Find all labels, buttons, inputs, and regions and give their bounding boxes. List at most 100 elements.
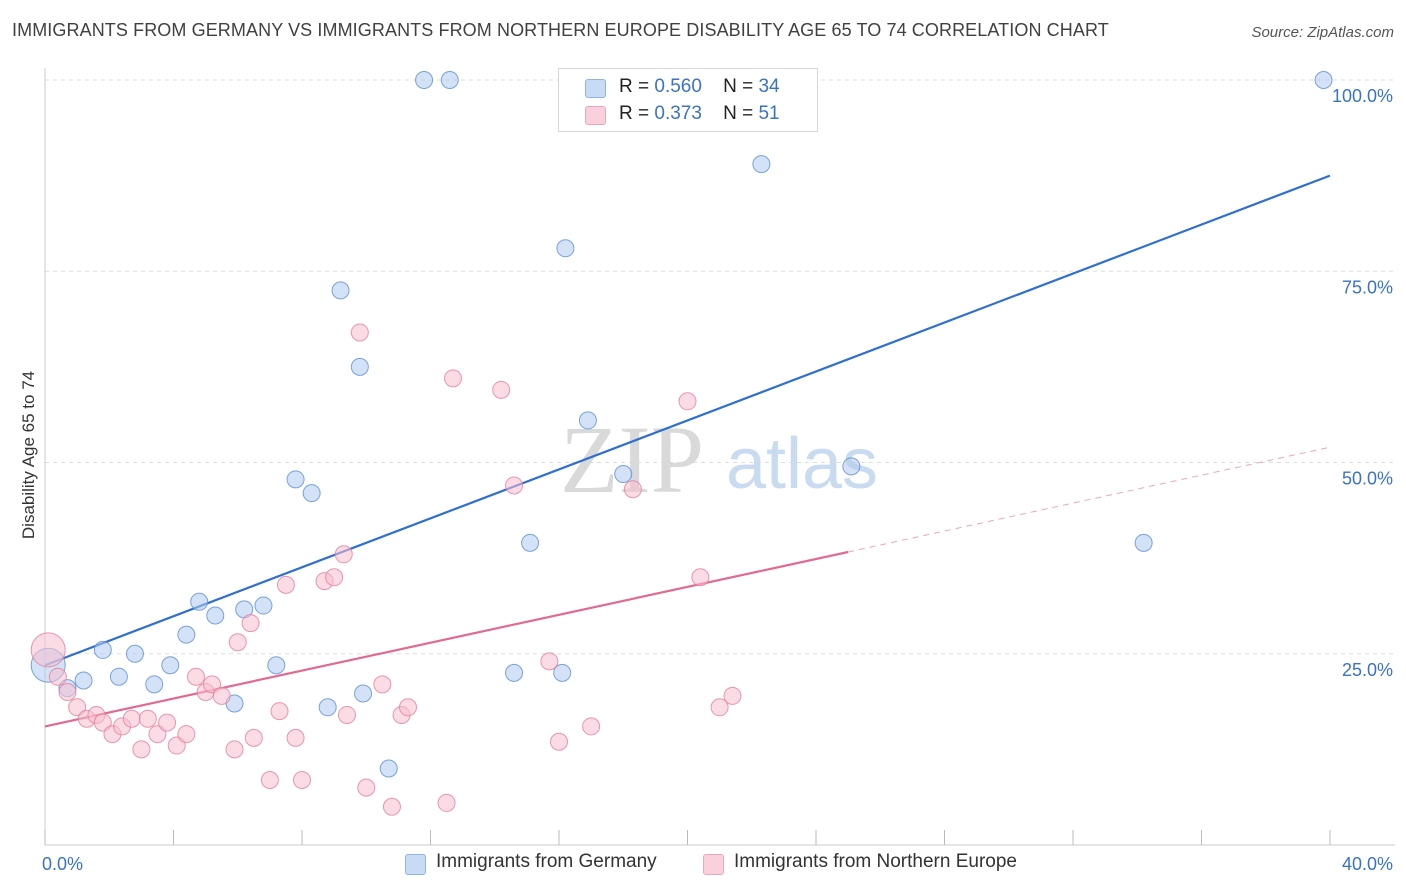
data-point: [93, 713, 112, 732]
data-point: [145, 675, 164, 694]
data-point: [691, 568, 710, 587]
data-point: [203, 675, 222, 694]
data-point: [492, 380, 511, 399]
data-point: [267, 656, 286, 675]
data-point: [254, 596, 273, 615]
data-point: [350, 323, 369, 342]
data-point: [1134, 533, 1153, 552]
axes: [44, 68, 1395, 846]
x-tick-label: 40.0%: [1342, 854, 1393, 874]
data-point: [354, 684, 373, 703]
data-point: [334, 545, 353, 564]
data-point: [379, 759, 398, 778]
data-point: [241, 614, 260, 633]
series-swatch-germany: [405, 854, 426, 875]
data-point: [68, 698, 87, 717]
data-point: [521, 533, 540, 552]
data-point: [206, 606, 225, 625]
data-point: [48, 667, 67, 686]
data-point: [293, 770, 311, 789]
data-point: [350, 357, 369, 376]
legend-r-label: R =: [619, 76, 650, 97]
data-point: [177, 625, 196, 644]
data-point: [286, 470, 305, 489]
data-point: [399, 698, 418, 717]
x-tick-label: 0.0%: [42, 854, 83, 874]
data-point: [842, 457, 861, 476]
data-point: [337, 705, 356, 724]
data-point: [440, 71, 459, 89]
data-point: [58, 683, 77, 701]
data-point: [30, 632, 66, 668]
chart-title: IMMIGRANTS FROM GERMANY VS IMMIGRANTS FR…: [12, 20, 1109, 40]
series-label-northern-europe: Immigrants from Northern Europe: [734, 851, 1017, 872]
legend-swatch-northern-europe: [585, 106, 606, 125]
legend-n-value-germany: 34: [758, 76, 780, 97]
data-point: [1314, 71, 1333, 89]
legend-n-value-northern-europe: 51: [758, 103, 780, 124]
legend-r-value-northern-europe: 0.373: [654, 103, 702, 124]
series-label-germany: Immigrants from Germany: [436, 851, 657, 872]
data-point: [132, 740, 151, 759]
y-tick-label: 75.0%: [1342, 277, 1393, 297]
y-tick-label: 50.0%: [1342, 469, 1393, 489]
trend-line: [44, 174, 1331, 667]
data-point: [678, 392, 697, 411]
data-point: [443, 369, 462, 388]
data-point: [286, 728, 305, 747]
gridlines: [45, 79, 1395, 655]
legend-swatch-germany: [585, 79, 606, 98]
data-point: [752, 155, 771, 174]
data-point: [325, 568, 344, 587]
series-swatch-northern-europe: [703, 854, 724, 875]
data-point: [225, 740, 244, 759]
data-point: [710, 698, 729, 717]
data-points: [30, 71, 1333, 816]
data-point: [167, 736, 186, 755]
data-point: [540, 652, 559, 671]
trend-line-extension: [848, 446, 1331, 553]
data-point: [177, 725, 196, 744]
data-point: [122, 709, 141, 728]
data-point: [148, 725, 167, 744]
data-point: [244, 728, 263, 747]
tick-labels: 25.0% 50.0% 75.0% 100.0% 0.0% 40.0%: [42, 86, 1393, 874]
y-tick-label: 100.0%: [1332, 86, 1393, 106]
data-point: [276, 575, 295, 594]
data-point: [74, 671, 93, 690]
data-point: [723, 686, 742, 705]
data-point: [550, 732, 568, 751]
legend-r-value-germany: 0.560: [654, 76, 702, 97]
trend-lines: [44, 174, 1331, 728]
y-axis-label: Disability Age 65 to 74: [19, 370, 38, 540]
data-point: [270, 702, 289, 721]
data-point: [318, 698, 337, 717]
legend-r-label: R =: [619, 103, 650, 124]
data-point: [125, 644, 144, 663]
data-point: [138, 709, 157, 728]
data-point: [331, 281, 350, 300]
data-point: [505, 476, 524, 495]
data-point: [186, 667, 205, 686]
data-point: [623, 480, 642, 499]
data-point: [437, 793, 456, 812]
trend-line: [44, 550, 849, 728]
data-point: [357, 778, 376, 797]
data-point: [302, 484, 321, 503]
source-label: Source: ZipAtlas.com: [1251, 24, 1394, 41]
data-point: [505, 663, 524, 682]
data-point: [614, 464, 633, 483]
data-point: [190, 592, 209, 611]
data-point: [556, 239, 575, 258]
data-point: [553, 663, 572, 682]
data-point: [109, 667, 128, 686]
data-point: [415, 71, 434, 89]
data-point: [212, 686, 231, 705]
legend-n-label: N =: [723, 76, 754, 97]
data-point: [382, 797, 401, 816]
data-point: [161, 656, 180, 675]
y-tick-label: 25.0%: [1342, 660, 1393, 680]
data-point: [260, 770, 279, 789]
watermark: ZIP atlas: [560, 406, 878, 513]
